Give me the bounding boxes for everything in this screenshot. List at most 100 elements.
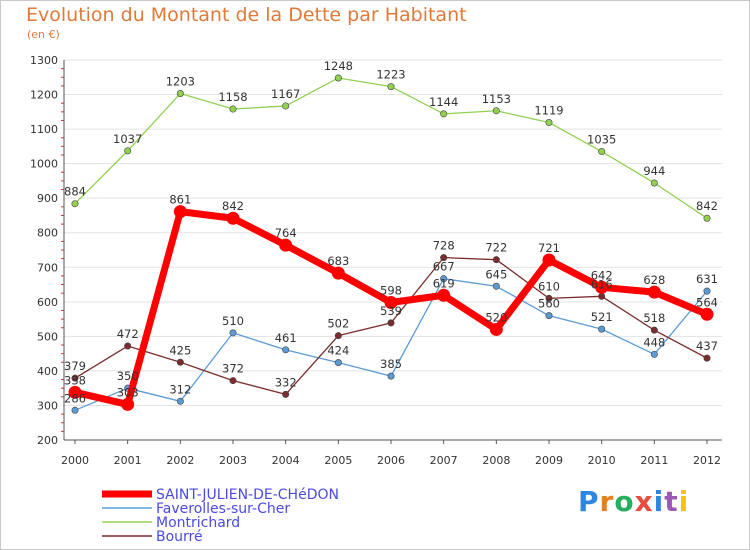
data-label: 350	[117, 369, 139, 383]
data-point	[598, 148, 606, 156]
data-point	[68, 385, 82, 399]
grid-layer	[64, 59, 722, 441]
data-point	[650, 350, 658, 358]
x-tick-label: 2007	[430, 454, 458, 467]
proxiti-logo: Proxiti	[578, 485, 689, 518]
logo-letter: i	[653, 485, 665, 518]
x-tick-label: 2011	[640, 454, 668, 467]
data-label: 721	[538, 241, 560, 255]
data-point	[334, 359, 342, 367]
y-tick-label: 200	[37, 434, 58, 447]
data-point	[489, 322, 503, 336]
data-label: 338	[64, 373, 86, 387]
data-label: 1203	[166, 75, 195, 89]
data-point	[176, 90, 184, 98]
x-tick-label: 2010	[588, 454, 616, 467]
data-point	[176, 397, 184, 405]
data-point	[334, 332, 342, 340]
data-point	[229, 105, 237, 113]
data-point	[492, 282, 500, 290]
data-label: 520	[485, 310, 507, 324]
x-tick-label: 2008	[482, 454, 510, 467]
data-label: 1167	[271, 87, 300, 101]
y-tick-label: 1100	[30, 123, 58, 136]
data-point	[545, 294, 553, 302]
data-label: 1035	[587, 133, 616, 147]
data-label: 619	[433, 276, 455, 290]
legend: SAINT-JULIEN-DE-CHéDONFaverolles-sur-Che…	[102, 487, 339, 545]
data-label: 1119	[534, 104, 563, 118]
data-point	[124, 147, 132, 155]
y-tick-label: 600	[37, 296, 58, 309]
data-point	[173, 205, 187, 219]
unit-label: (en €)	[27, 28, 60, 41]
data-label: 1037	[113, 132, 142, 146]
y-tick-label: 800	[37, 227, 58, 240]
data-point	[545, 119, 553, 127]
legend-label: Faverolles-sur-Cher	[156, 501, 290, 517]
data-point	[176, 358, 184, 366]
data-point	[282, 102, 290, 110]
axis-layer: 200 300 400 500 600 700 800 900 1000 1100 1200 1300…	[30, 54, 722, 467]
data-point	[440, 275, 448, 283]
x-tick-label: 2004	[272, 454, 300, 467]
data-label: 842	[222, 199, 244, 213]
data-point	[703, 287, 711, 295]
data-label: 683	[327, 254, 349, 268]
data-label: 521	[591, 310, 613, 324]
data-label: 1248	[324, 59, 353, 73]
series-layer	[68, 74, 714, 414]
data-label: 667	[433, 260, 455, 274]
data-point	[387, 83, 395, 91]
data-label: 518	[643, 311, 665, 325]
data-point	[279, 238, 293, 252]
data-label: 286	[64, 391, 86, 405]
y-tick-label: 400	[37, 365, 58, 378]
data-label: 424	[327, 344, 349, 358]
data-label: 598	[380, 284, 402, 298]
data-point	[492, 256, 500, 264]
data-label: 425	[169, 343, 191, 357]
data-label: 472	[117, 327, 139, 341]
data-point	[650, 179, 658, 187]
data-label: 728	[433, 239, 455, 253]
data-point	[595, 280, 609, 294]
data-label: 1223	[376, 68, 405, 82]
data-point	[700, 307, 714, 321]
data-label: 372	[222, 362, 244, 376]
x-tick-label: 2003	[219, 454, 247, 467]
data-label: 1144	[429, 95, 458, 109]
data-point	[703, 214, 711, 222]
plot-area	[64, 60, 722, 440]
legend-label: SAINT-JULIEN-DE-CHéDON	[156, 487, 339, 503]
data-label: 631	[696, 272, 718, 286]
data-point	[598, 292, 606, 300]
data-point	[440, 110, 448, 118]
data-point	[226, 211, 240, 225]
data-point	[71, 374, 79, 382]
y-tick-label: 500	[37, 330, 58, 343]
x-tick-label: 2002	[166, 454, 194, 467]
y-tick-label: 1200	[30, 89, 58, 102]
data-label: 1153	[482, 92, 511, 106]
data-point	[331, 266, 345, 280]
x-tick-label: 2012	[693, 454, 721, 467]
data-point	[387, 319, 395, 327]
logo-letter: r	[599, 485, 615, 518]
data-label: 764	[275, 226, 297, 240]
data-label: 645	[485, 267, 507, 281]
y-tick-label: 1000	[30, 158, 58, 171]
logo-letter: P	[578, 485, 600, 518]
data-label: 437	[696, 339, 718, 353]
logo-letter: t	[664, 485, 679, 518]
data-point	[598, 325, 606, 333]
data-label: 539	[380, 304, 402, 318]
logo-letter: o	[614, 485, 635, 518]
data-point	[542, 253, 556, 267]
data-label: 722	[485, 241, 507, 255]
data-label: 510	[222, 314, 244, 328]
data-point	[440, 254, 448, 262]
data-point	[384, 296, 398, 310]
data-point	[124, 342, 132, 350]
chart-title: Evolution du Montant de la Dette par Hab…	[26, 4, 467, 26]
